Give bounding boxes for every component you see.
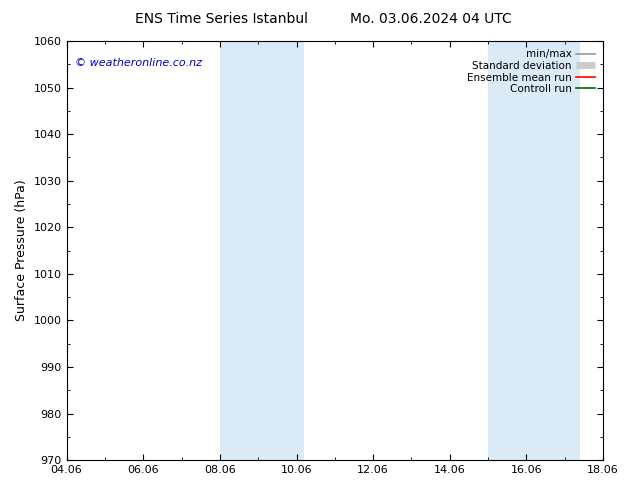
Bar [488,41,580,460]
Text: ENS Time Series Istanbul: ENS Time Series Istanbul [136,12,308,26]
Legend: min/max, Standard deviation, Ensemble mean run, Controll run: min/max, Standard deviation, Ensemble me… [464,46,598,97]
Bar [220,41,304,460]
Text: Mo. 03.06.2024 04 UTC: Mo. 03.06.2024 04 UTC [350,12,512,26]
Text: © weatheronline.co.nz: © weatheronline.co.nz [75,58,202,68]
Y-axis label: Surface Pressure (hPa): Surface Pressure (hPa) [15,180,28,321]
